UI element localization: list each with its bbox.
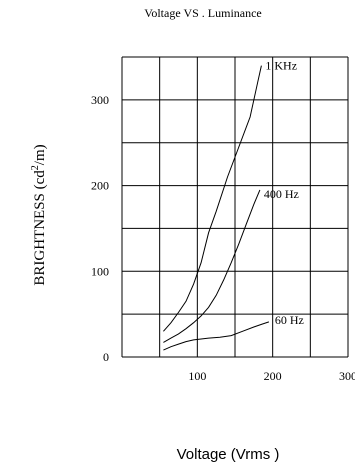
series-line — [163, 65, 262, 332]
y-tick-label: 200 — [91, 179, 109, 193]
series-labels: 1 KHz 400 Hz 60 Hz — [264, 59, 304, 327]
x-tick-labels: 100 200 300 — [188, 369, 355, 383]
series-label: 60 Hz — [275, 313, 304, 327]
y-tick-label: 0 — [103, 350, 109, 364]
y-axis-label: BRIGHTNESS (cd2/m) — [30, 144, 48, 285]
series-label: 1 KHz — [265, 59, 297, 73]
chart-title: Voltage VS . Luminance — [144, 6, 262, 20]
series-line — [163, 321, 270, 351]
y-tick-labels: 0 100 200 300 — [91, 93, 109, 364]
series-line — [163, 189, 261, 343]
plot-grid — [121, 56, 349, 358]
series-lines — [163, 65, 270, 351]
series-label: 400 Hz — [264, 187, 299, 201]
y-axis-label-tail: /m) — [32, 144, 48, 165]
x-tick-label: 100 — [188, 369, 206, 383]
y-tick-label: 300 — [91, 93, 109, 107]
y-axis-label-main: BRIGHTNESS (cd — [32, 170, 48, 286]
x-tick-label: 300 — [339, 369, 355, 383]
y-tick-label: 100 — [91, 264, 109, 278]
y-axis-label-superscript: 2 — [30, 165, 41, 170]
x-tick-label: 200 — [264, 369, 282, 383]
x-axis-label: Voltage (Vrms ) — [177, 446, 280, 463]
